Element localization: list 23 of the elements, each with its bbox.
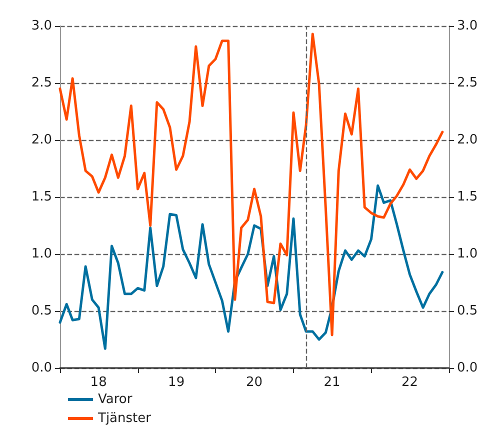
x-tick-label: 21: [324, 375, 340, 390]
y2-tick-label: 0.5: [457, 304, 478, 318]
line-series: [58, 32, 444, 336]
x-tick-label: 20: [246, 375, 263, 390]
x-tick-label: 18: [90, 375, 107, 390]
y-tick-label: 1.0: [31, 246, 52, 262]
y-tick-label: 2.5: [31, 76, 52, 90]
y-tick-label: 3.0: [31, 18, 52, 34]
y2-tick-label: 3.0: [457, 18, 478, 34]
y2-tick-label: 1.5: [457, 190, 478, 204]
y-tick-label: 1.5: [31, 190, 52, 204]
y2-tick-label: 2.0: [457, 132, 478, 148]
y2-tick-label: 0.0: [457, 360, 478, 376]
x-tick-label: 19: [168, 375, 185, 390]
y2-tick-label: 2.5: [457, 76, 478, 90]
legend-label: Tjänster: [97, 411, 152, 426]
y-tick-label: 2.0: [31, 132, 52, 148]
x-tick-label: 22: [402, 375, 418, 390]
y-tick-label: 0.0: [31, 360, 52, 376]
legend-label: Varor: [98, 392, 133, 407]
line-series: [58, 184, 444, 350]
y-tick-label: 0.5: [31, 304, 52, 318]
y2-tick-label: 1.0: [457, 246, 478, 262]
